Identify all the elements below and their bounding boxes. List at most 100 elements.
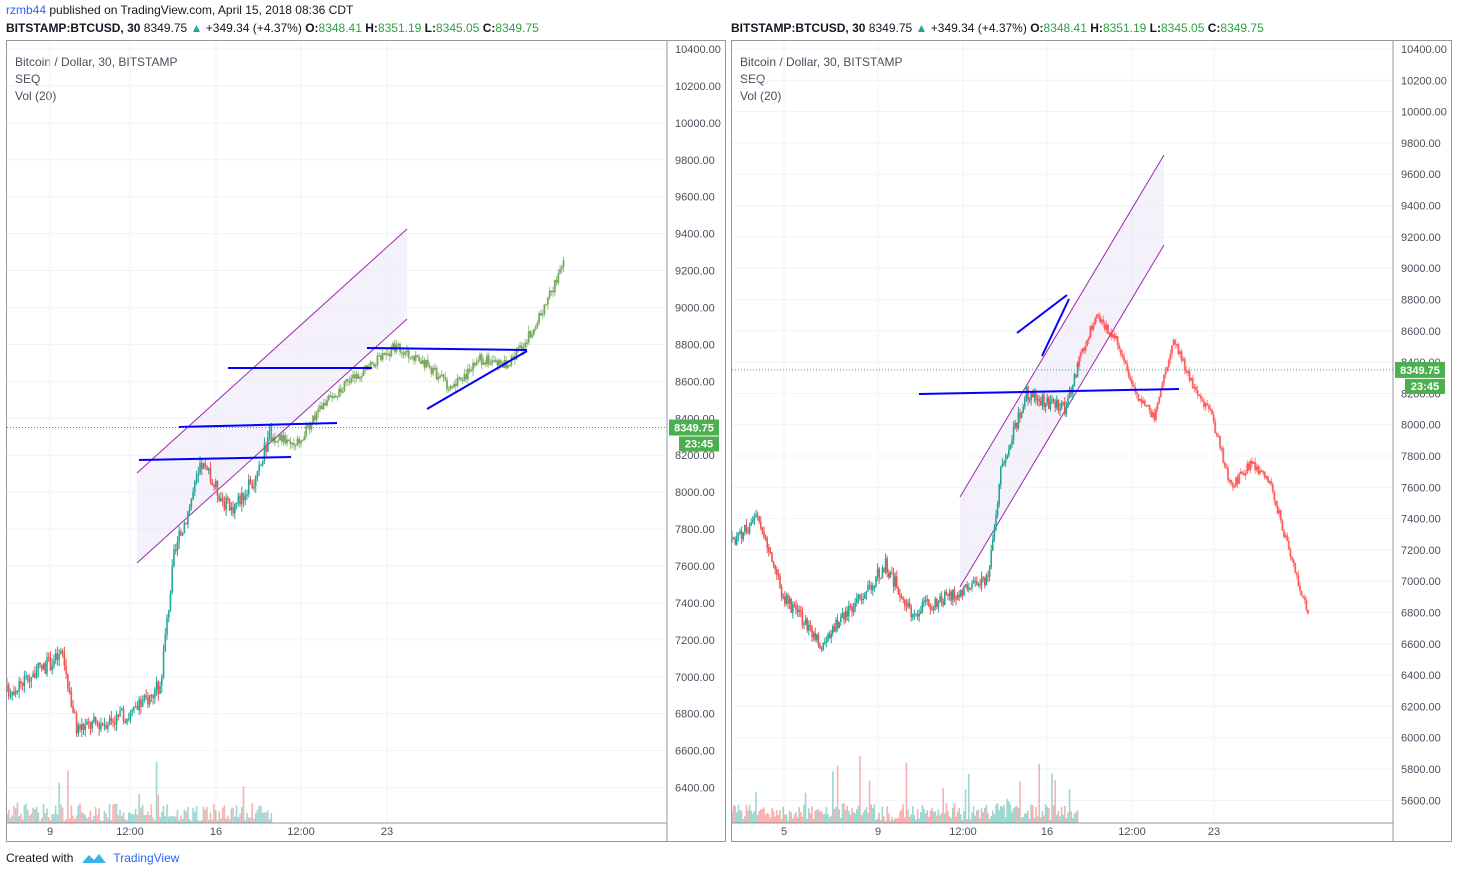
candle-body	[127, 718, 130, 720]
candle-body	[825, 640, 828, 642]
close-label: C:	[482, 21, 496, 35]
candle-body	[774, 565, 776, 570]
candle-body	[7, 685, 8, 692]
volume-bar	[809, 813, 812, 823]
volume-bar	[1060, 807, 1063, 823]
x-tick-label: 16	[1041, 826, 1053, 838]
candle-body	[1044, 403, 1047, 408]
projection-body	[341, 391, 344, 393]
price-badge-label: 8349.75	[1400, 365, 1440, 377]
candle-body	[1046, 397, 1048, 404]
volume-bar	[152, 817, 154, 823]
candle-body	[1006, 455, 1008, 459]
candle-body	[234, 504, 236, 514]
projection-body	[353, 374, 356, 379]
volume-bar	[942, 788, 944, 823]
projection-body	[1110, 332, 1113, 338]
candle-body	[776, 569, 778, 575]
candle-body	[1056, 399, 1058, 408]
candle-body	[237, 495, 240, 503]
projection-body	[1175, 344, 1178, 346]
candle-body	[932, 607, 935, 611]
projection-body	[1259, 470, 1261, 474]
projection-body	[1203, 400, 1205, 407]
candle-body	[110, 717, 113, 721]
candle-body	[910, 607, 912, 618]
time-badge	[1405, 378, 1445, 394]
candle-body	[181, 533, 184, 536]
chart-panel-right[interactable]: Bitcoin / Dollar, 30, BITSTAMP SEQ Vol (…	[731, 40, 1452, 842]
projection-body	[1166, 367, 1169, 372]
projection-body	[555, 280, 558, 283]
projection-body	[270, 436, 273, 442]
candle-body	[752, 519, 754, 523]
volume-bar	[916, 808, 919, 823]
volume-bar	[948, 816, 951, 823]
candle-body	[772, 562, 775, 566]
candle-body	[167, 610, 170, 618]
candle-body	[971, 583, 973, 588]
author-link[interactable]: rzmb44	[6, 3, 47, 17]
tradingview-link[interactable]: TradingView	[113, 851, 180, 865]
candle-body	[897, 587, 900, 595]
candle-body	[809, 624, 812, 627]
projection-body	[1115, 336, 1117, 339]
volume-bar	[777, 815, 780, 823]
candle-body	[98, 723, 100, 730]
volume-bar	[907, 809, 909, 823]
projection-body	[1294, 562, 1297, 573]
candle-body	[987, 575, 989, 577]
candle-body	[1014, 422, 1016, 428]
candle-body	[998, 484, 1000, 504]
y-tick-label: 7600.00	[675, 561, 715, 573]
y-tick-label: 6800.00	[675, 709, 715, 721]
volume-bar	[952, 807, 954, 823]
projection-body	[326, 400, 328, 406]
volume-bar	[25, 803, 27, 823]
volume-bar	[65, 819, 67, 823]
projection-body	[1255, 466, 1258, 471]
candle-body	[851, 606, 853, 612]
candle-body	[28, 680, 31, 682]
price-chart[interactable]: 10400.00 10200.00 10000.00 9800.00 9600.00 94…	[7, 41, 725, 841]
projection-body	[348, 381, 351, 383]
projection-body	[272, 437, 275, 442]
candle-body	[835, 619, 837, 632]
candle-body	[32, 673, 34, 678]
candle-body	[944, 591, 946, 605]
candle-body	[979, 584, 981, 586]
candle-body	[206, 466, 208, 471]
projection-body	[315, 412, 318, 421]
volume-bar	[120, 816, 123, 823]
candle-body	[801, 611, 804, 626]
volume-bar	[929, 810, 932, 823]
chart-panel-left[interactable]: Bitcoin / Dollar, 30, BITSTAMP SEQ Vol (…	[6, 40, 726, 842]
candle-body	[105, 724, 107, 729]
y-tick-label: 6600.00	[675, 746, 715, 758]
volume-bar	[912, 806, 914, 823]
projection-body	[1302, 596, 1305, 598]
candle-body	[115, 714, 118, 725]
price-chart[interactable]: 10400.00 10200.00 10000.00 9800.00 9600.00 94…	[732, 41, 1451, 841]
volume-bar	[870, 804, 872, 823]
volume-bar	[79, 803, 81, 823]
volume-bar	[140, 807, 142, 823]
candle-body	[214, 480, 217, 488]
y-tick-label: 7600.00	[1401, 482, 1441, 494]
projection-body	[1105, 324, 1108, 330]
volume-bar	[740, 810, 743, 823]
volume-bar	[114, 803, 116, 823]
trend-line	[1016, 294, 1068, 334]
volume-bar	[187, 806, 189, 823]
candle-body	[859, 594, 861, 599]
candle-body	[816, 634, 818, 640]
volume-bar	[167, 816, 170, 823]
channel-fill	[960, 155, 1164, 587]
volume-bar	[908, 816, 911, 823]
y-tick-label: 5600.00	[1401, 795, 1441, 807]
projection-body	[486, 355, 488, 365]
volume-bar	[49, 820, 52, 823]
projection-body	[1287, 540, 1290, 550]
volume-bar	[129, 813, 132, 823]
volume-bar	[811, 806, 813, 823]
